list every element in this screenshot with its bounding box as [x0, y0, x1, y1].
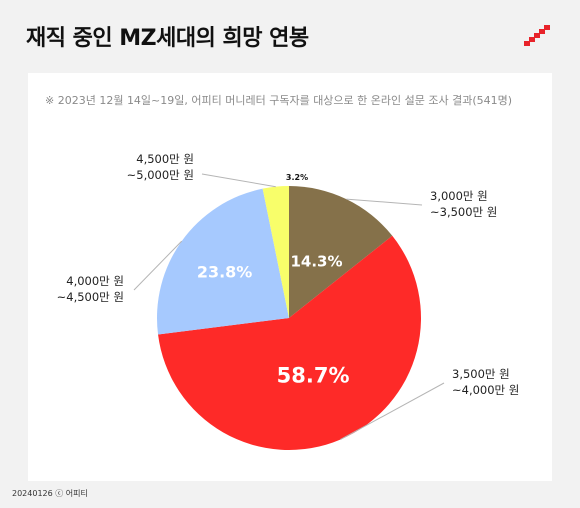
- slice-category-label: 3,500만 원: [452, 367, 510, 381]
- leader-line: [133, 240, 183, 291]
- slice-percent-label: 58.7%: [277, 364, 350, 388]
- slice-percent-label: 23.8%: [197, 263, 253, 282]
- slice-category-label: ~4,000만 원: [452, 383, 519, 397]
- footer-credit: 20240126 ⓒ 어피티: [12, 489, 88, 498]
- survey-note: ※ 2023년 12월 14일~19일, 어피티 머니레터 구독자를 대상으로 …: [45, 94, 513, 107]
- pie-slice: [158, 235, 421, 450]
- slice-percent-label: 14.3%: [290, 252, 342, 270]
- leader-line: [340, 382, 445, 441]
- leader-line: [201, 173, 276, 188]
- brand-logo-icon: [524, 25, 550, 46]
- slice-category-label: ~4,500만 원: [57, 290, 124, 304]
- slice-percent-label: 3.2%: [286, 173, 308, 182]
- pie-slice: [262, 186, 289, 318]
- slice-category-label: ~3,500만 원: [430, 205, 497, 219]
- slice-category-label: 4,000만 원: [66, 274, 124, 288]
- leader-line: [346, 198, 423, 206]
- chart-title: 재직 중인 MZ세대의 희망 연봉: [26, 26, 309, 51]
- slice-category-label: ~5,000만 원: [127, 168, 194, 182]
- slice-category-label: 4,500만 원: [136, 152, 194, 166]
- pie-slice: [156, 188, 289, 335]
- slice-category-label: 3,000만 원: [430, 189, 488, 203]
- pie-slice: [289, 186, 393, 318]
